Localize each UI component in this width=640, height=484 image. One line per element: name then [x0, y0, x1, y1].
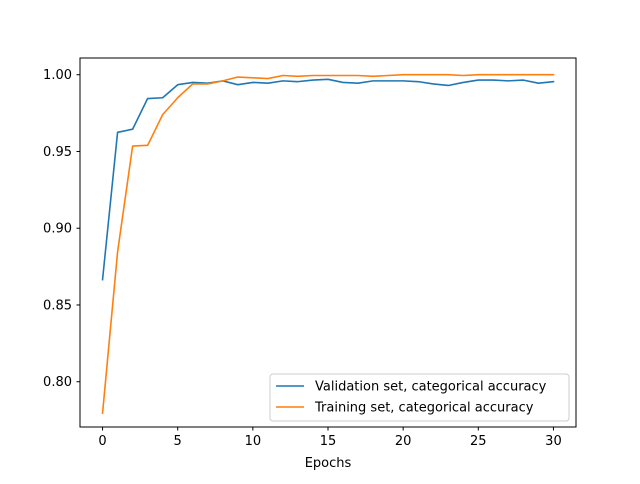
legend: Validation set, categorical accuracy Trai… — [269, 373, 570, 422]
x-tick-label: 25 — [470, 434, 487, 449]
series-line-validation — [101, 78, 555, 281]
x-tick-label: 5 — [174, 434, 182, 449]
legend-label: Validation set, categorical accuracy — [315, 380, 547, 395]
series-line-training — [101, 73, 555, 415]
x-tick-label: 15 — [320, 434, 337, 449]
x-tick-label: 20 — [395, 434, 412, 449]
x-axis-label: Epochs — [305, 456, 352, 471]
series-layer — [101, 73, 555, 415]
x-tick-label: 0 — [98, 434, 106, 449]
legend-box — [269, 373, 570, 422]
y-tick-label: 0.80 — [43, 375, 72, 390]
axes-frame — [79, 57, 577, 428]
y-axis: 0.80 0.85 0.90 0.95 1.00 — [43, 68, 80, 390]
y-tick-label: 0.95 — [43, 145, 72, 160]
x-axis: 0 5 10 15 20 25 30 — [98, 427, 562, 449]
y-tick-label: 1.00 — [43, 68, 72, 83]
plot-area-border — [79, 57, 577, 428]
y-tick-label: 0.90 — [43, 222, 72, 237]
x-tick-label: 10 — [245, 434, 262, 449]
legend-label: Training set, categorical accuracy — [314, 401, 534, 416]
x-tick-label: 30 — [545, 434, 562, 449]
y-tick-label: 0.85 — [43, 298, 72, 313]
